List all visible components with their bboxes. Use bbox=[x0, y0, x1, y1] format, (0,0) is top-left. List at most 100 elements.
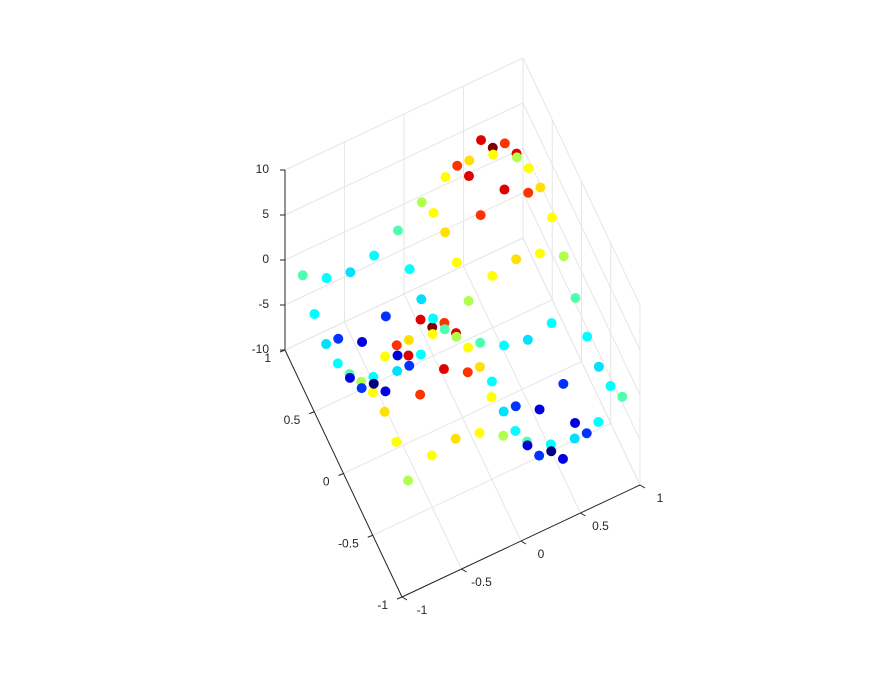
point bbox=[474, 361, 485, 372]
x-tick-label: 1 bbox=[657, 491, 664, 505]
grid-line bbox=[522, 237, 641, 486]
point bbox=[427, 329, 438, 340]
point bbox=[476, 135, 487, 146]
point bbox=[605, 381, 616, 392]
point bbox=[392, 350, 403, 361]
point bbox=[593, 416, 604, 427]
x-tick bbox=[639, 484, 646, 489]
point bbox=[321, 273, 332, 284]
point bbox=[511, 254, 522, 265]
point bbox=[309, 308, 320, 319]
point bbox=[499, 340, 510, 351]
point bbox=[391, 340, 402, 351]
point bbox=[321, 339, 332, 350]
point bbox=[546, 318, 557, 329]
point bbox=[510, 401, 521, 412]
point bbox=[499, 184, 510, 195]
z-tick-label: 0 bbox=[262, 252, 269, 266]
point bbox=[617, 391, 628, 402]
point bbox=[535, 182, 546, 193]
y-tick-label: 0.5 bbox=[284, 413, 301, 427]
point bbox=[451, 257, 462, 268]
point bbox=[404, 360, 415, 371]
point bbox=[369, 250, 380, 261]
point bbox=[463, 342, 474, 353]
point bbox=[450, 433, 461, 444]
point bbox=[547, 212, 558, 223]
point bbox=[415, 349, 426, 360]
x-tick-label: 0.5 bbox=[592, 519, 609, 533]
point bbox=[380, 311, 391, 322]
point bbox=[474, 427, 485, 438]
point bbox=[558, 378, 569, 389]
point bbox=[486, 376, 497, 387]
y-tick-label: 0 bbox=[323, 475, 330, 489]
grid-line bbox=[284, 237, 524, 351]
grid-line bbox=[522, 57, 641, 306]
x-tick-label: -0.5 bbox=[471, 575, 492, 589]
point bbox=[440, 172, 451, 183]
point bbox=[403, 475, 414, 486]
point bbox=[581, 428, 592, 439]
z-tick-label: 5 bbox=[262, 207, 269, 221]
point bbox=[404, 264, 415, 275]
y-tick bbox=[309, 411, 315, 415]
y-tick-label: -1 bbox=[377, 598, 388, 612]
point bbox=[380, 351, 391, 362]
point bbox=[569, 433, 580, 444]
grid-line bbox=[284, 57, 524, 171]
grid-line bbox=[284, 147, 524, 261]
y-tick-label: -0.5 bbox=[338, 536, 359, 550]
x-tick bbox=[461, 568, 467, 573]
point bbox=[582, 331, 593, 342]
y-tick bbox=[338, 473, 344, 476]
point bbox=[534, 450, 545, 461]
point bbox=[426, 450, 437, 461]
point bbox=[463, 171, 474, 182]
point bbox=[438, 364, 449, 375]
point bbox=[428, 207, 439, 218]
point bbox=[403, 350, 414, 361]
point bbox=[486, 392, 497, 403]
z-tick-label: -5 bbox=[258, 297, 269, 311]
point bbox=[510, 425, 521, 436]
point bbox=[464, 155, 475, 166]
point bbox=[415, 314, 426, 325]
point bbox=[522, 440, 533, 451]
point bbox=[416, 197, 427, 208]
y-tick bbox=[396, 596, 403, 600]
point bbox=[534, 248, 545, 259]
point bbox=[523, 163, 534, 174]
point bbox=[392, 225, 403, 236]
point bbox=[297, 270, 308, 281]
z-tick-label: -10 bbox=[252, 342, 270, 356]
point bbox=[475, 337, 486, 348]
point bbox=[463, 296, 474, 306]
point bbox=[451, 331, 462, 342]
x-tick-label: 0 bbox=[538, 547, 545, 561]
point bbox=[428, 313, 439, 324]
point bbox=[416, 294, 427, 305]
z-tick-label: 10 bbox=[256, 162, 270, 176]
point bbox=[356, 383, 367, 394]
point bbox=[392, 366, 403, 377]
x-tick bbox=[580, 512, 586, 517]
point bbox=[344, 372, 355, 383]
point bbox=[593, 361, 604, 372]
grid-line bbox=[343, 361, 582, 474]
point bbox=[345, 267, 356, 278]
point bbox=[368, 378, 379, 389]
point bbox=[534, 404, 545, 415]
y-tick bbox=[367, 534, 373, 538]
point bbox=[570, 293, 581, 303]
point bbox=[415, 389, 426, 400]
point bbox=[558, 251, 569, 262]
point bbox=[570, 417, 581, 428]
grid-line bbox=[284, 102, 524, 216]
x-tick bbox=[520, 540, 527, 545]
point bbox=[487, 270, 498, 281]
point bbox=[332, 358, 343, 369]
point bbox=[546, 446, 557, 457]
point bbox=[475, 210, 486, 221]
